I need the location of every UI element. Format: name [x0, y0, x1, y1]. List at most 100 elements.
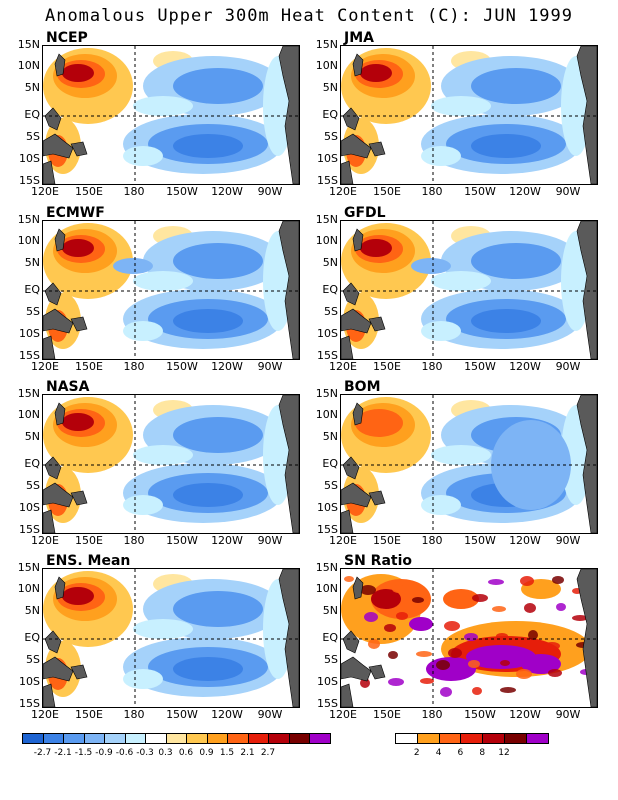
lon-tick-label: 90W [257, 534, 283, 547]
lat-tick-label: 10N [315, 234, 338, 247]
contour-fill [521, 654, 561, 674]
lat-tick-label: 15S [317, 697, 338, 710]
contour-fill [464, 633, 478, 641]
lon-tick-label: 180 [123, 185, 145, 198]
contour-fill [421, 321, 461, 341]
lat-tick-label: 10S [317, 675, 338, 688]
contour-fill [355, 409, 403, 437]
land-mass [70, 316, 88, 332]
land-mass [352, 53, 364, 77]
contour-fill [431, 96, 491, 116]
panel-label: NASA [46, 379, 90, 395]
lon-tick-label: 150W [464, 360, 496, 373]
contour-fill [113, 258, 153, 274]
figure-title: Anomalous Upper 300m Heat Content (C): J… [44, 6, 574, 26]
land-mass [278, 395, 299, 533]
colorbar-swatch [227, 733, 249, 744]
contour-fill [123, 321, 163, 341]
lon-tick-label: 120W [509, 534, 541, 547]
lon-tick-label: 120E [329, 534, 357, 547]
contour-fill [388, 678, 404, 686]
lat-tick-label: 10N [17, 234, 40, 247]
land-mass [278, 221, 299, 359]
lat-tick-label: EQ [24, 457, 40, 470]
land-mass [44, 456, 62, 480]
land-mass [43, 308, 74, 334]
contour-fill [520, 576, 534, 586]
colorbar-label: -1.5 [74, 748, 93, 758]
lat-tick-label: 10S [19, 675, 40, 688]
lon-tick-label: 150W [464, 185, 496, 198]
colorbar-swatch [438, 733, 462, 744]
lon-tick-label: 120W [211, 185, 243, 198]
land-mass [576, 395, 597, 533]
lat-tick-label: EQ [322, 631, 338, 644]
contour-fill [466, 645, 536, 669]
contour-fill [471, 134, 541, 158]
land-mass [278, 46, 299, 184]
land-mass [368, 490, 386, 506]
contour-fill [173, 134, 243, 158]
lat-tick-label: 10S [19, 152, 40, 165]
contour-fill [544, 642, 560, 650]
colorbar-label: 0.9 [199, 748, 214, 758]
colorbar-label: 4 [435, 748, 442, 758]
panel-label: NCEP [46, 30, 88, 46]
lat-tick-label: 5S [26, 653, 40, 666]
contour-fill [123, 669, 163, 689]
lon-tick-label: 180 [421, 534, 443, 547]
lon-tick-label: 120W [509, 360, 541, 373]
lat-tick-label: 5S [324, 130, 338, 143]
land-mass [54, 53, 66, 77]
colorbar-swatch [145, 733, 167, 744]
lat-tick-label: 15S [19, 349, 40, 362]
lon-tick-label: 150W [166, 708, 198, 721]
map-field [341, 569, 597, 707]
map-field [43, 569, 299, 707]
map-field [341, 46, 597, 184]
lat-tick-label: 15N [17, 38, 40, 51]
colorbar-label: 12 [498, 748, 510, 758]
contour-fill [133, 271, 193, 291]
colorbar-label: -0.9 [95, 748, 113, 758]
lat-tick-label: EQ [322, 283, 338, 296]
colorbar-swatch [288, 733, 310, 744]
contour-fill [411, 258, 451, 274]
map-bom [340, 394, 598, 534]
contour-fill [173, 591, 263, 627]
lat-tick-label: 15S [317, 349, 338, 362]
lat-tick-label: 15N [315, 38, 338, 51]
land-mass [342, 630, 360, 654]
colorbar-label: -2.1 [54, 748, 72, 758]
contour-fill [491, 420, 571, 510]
lat-tick-label: 15N [315, 561, 338, 574]
land-mass [70, 664, 88, 680]
land-mass [342, 456, 360, 480]
lat-tick-label: 15S [19, 523, 40, 536]
lat-tick-label: 10N [315, 582, 338, 595]
contour-fill [443, 589, 479, 609]
lon-tick-label: 90W [555, 360, 581, 373]
lat-tick-label: 5N [24, 604, 40, 617]
land-mass [44, 107, 62, 131]
contour-fill [384, 624, 396, 632]
land-mass [341, 482, 372, 508]
colorbar-label: -0.6 [115, 748, 134, 758]
land-mass [70, 141, 88, 157]
land-mass [368, 141, 386, 157]
lon-tick-label: 120W [211, 708, 243, 721]
lat-tick-label: 10S [317, 152, 338, 165]
land-mass [342, 107, 360, 131]
lat-tick-label: 10S [19, 327, 40, 340]
colorbar-swatch [416, 733, 440, 744]
lon-tick-label: 180 [421, 185, 443, 198]
colorbar-label: 6 [457, 748, 464, 758]
colorbar-label: 1.5 [219, 748, 235, 758]
lat-tick-label: 10S [19, 501, 40, 514]
contour-fill [173, 243, 263, 279]
colorbar-label: -0.3 [136, 748, 154, 758]
contour-fill [500, 687, 516, 693]
land-mass [43, 133, 74, 159]
lat-tick-label: 5S [26, 130, 40, 143]
lon-tick-label: 150E [75, 534, 103, 547]
